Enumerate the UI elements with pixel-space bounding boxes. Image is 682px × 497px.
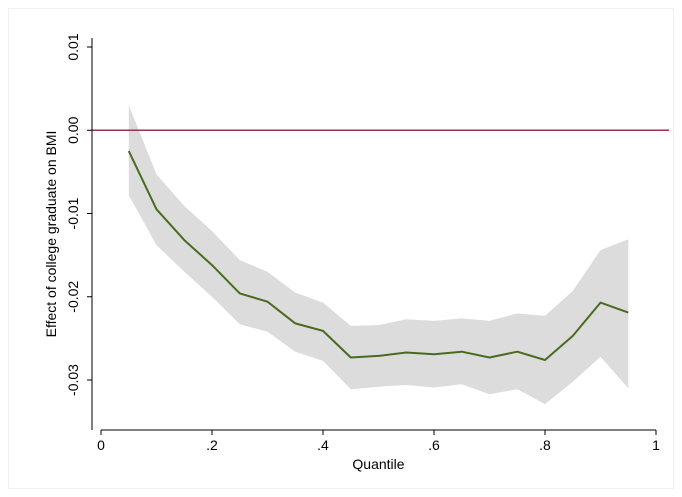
x-tick-label: 1: [652, 437, 660, 453]
y-tick-label: -0.01: [65, 197, 81, 229]
x-axis-title: Quantile: [352, 456, 404, 472]
axes-layer: 0.01 0.00 -0.01 -0.02 -0.03 0 .2 .4 .6 .8 1: [65, 33, 660, 453]
y-tick-label: 0.00: [65, 116, 81, 143]
y-tick-label: -0.03: [65, 364, 81, 396]
confidence-band-layer: [128, 105, 629, 405]
x-tick-label: .6: [428, 437, 440, 453]
y-axis-title: Effect of college graduate on BMI: [43, 131, 59, 338]
effect-series-line: [127, 150, 629, 361]
x-tick-label: .2: [206, 437, 218, 453]
x-tick-label: 0: [97, 437, 105, 453]
y-tick-label: -0.02: [65, 281, 81, 313]
x-tick-label: .8: [539, 437, 551, 453]
confidence-band-area: [128, 105, 629, 405]
y-tick-label: 0.01: [65, 33, 81, 60]
x-tick-label: .4: [317, 437, 329, 453]
series-line-layer: [127, 150, 629, 361]
